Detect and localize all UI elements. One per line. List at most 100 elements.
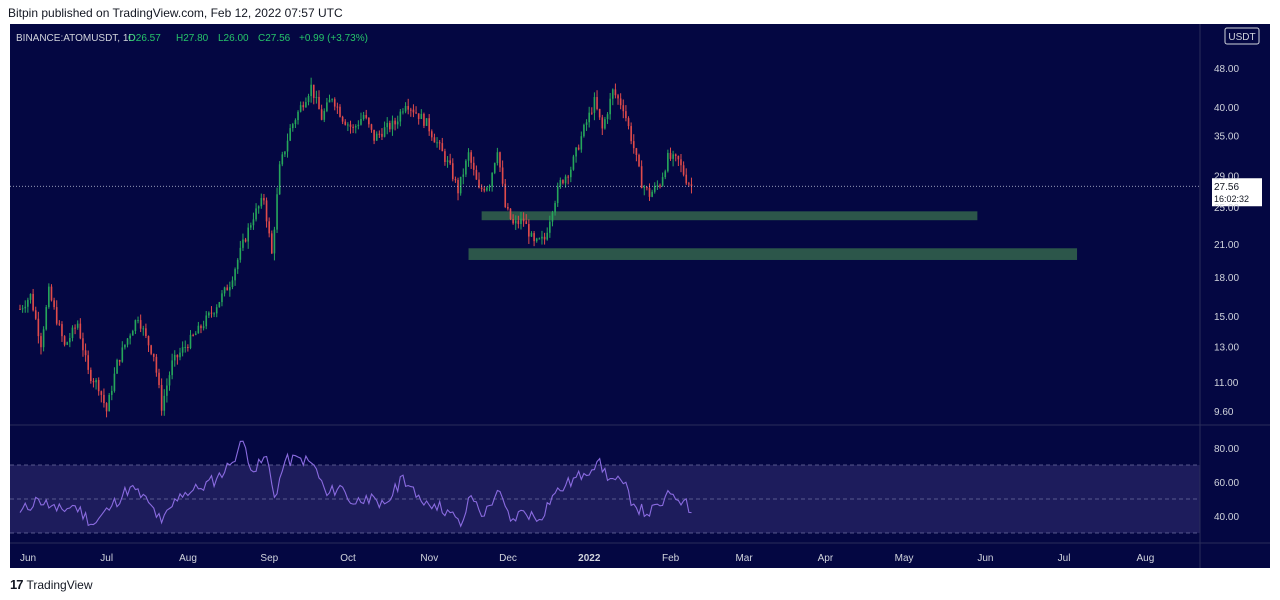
candle [32, 288, 34, 312]
candle [417, 113, 420, 125]
candle [278, 161, 281, 195]
time-tick-label: Oct [340, 553, 356, 564]
candle-body [541, 236, 543, 239]
candle [223, 286, 226, 297]
candle [291, 122, 294, 132]
candle-body [630, 126, 632, 142]
candle [90, 367, 92, 384]
candle-body [297, 111, 299, 121]
candle [543, 232, 546, 245]
candle [189, 330, 192, 350]
candle-body [336, 106, 339, 108]
candle [368, 117, 370, 128]
candle-body [483, 189, 486, 191]
candle-body [459, 176, 462, 194]
candle-body [410, 109, 412, 111]
price-tick-label: 13.00 [1214, 342, 1239, 353]
candle [517, 215, 520, 229]
candle [105, 402, 108, 418]
rsi-line [19, 440, 692, 528]
candle [45, 304, 48, 331]
candle-body [339, 106, 341, 117]
candle [55, 300, 58, 326]
candle-body [134, 320, 137, 332]
candle-body [493, 162, 496, 173]
candle-body [617, 95, 619, 99]
candle-body [341, 116, 344, 122]
candle-body [688, 183, 690, 185]
candle-body [231, 280, 234, 288]
candle [538, 237, 541, 240]
candle-body [590, 112, 593, 114]
candle-body [520, 218, 522, 225]
candle [50, 284, 53, 302]
candle-body [533, 233, 535, 242]
candle-body [145, 328, 147, 337]
candle [604, 116, 606, 130]
candle-body [394, 120, 396, 125]
candle-body [386, 122, 389, 128]
candle-body [619, 98, 622, 106]
candle [596, 90, 598, 111]
candle-body [158, 372, 160, 386]
time-tick-label: Jul [100, 553, 113, 564]
candle [294, 118, 297, 129]
candle [87, 350, 90, 375]
candle-body [378, 133, 381, 135]
candle-body [370, 124, 373, 130]
candle [585, 119, 588, 131]
candle [53, 297, 55, 310]
price-tick-label: 35.00 [1214, 131, 1239, 142]
candle [378, 130, 381, 139]
candle-body [674, 154, 677, 156]
candle-body [82, 338, 84, 351]
candle-body [528, 224, 530, 237]
candle-body [202, 326, 205, 329]
candle [323, 108, 326, 123]
chart-container[interactable]: 27.56 16:02:32 48.00 40.00 35.00 29.00 25.00 21… [10, 24, 1270, 568]
legend-open: O26.57 [128, 33, 161, 44]
candle [79, 318, 82, 340]
candle [357, 120, 360, 130]
candle-body [672, 154, 674, 159]
candle [194, 331, 197, 336]
support-zone-2[interactable] [468, 248, 1078, 260]
candle [588, 106, 590, 128]
candle [467, 148, 470, 167]
candle-body [496, 152, 499, 163]
candle-body [323, 111, 326, 120]
candle [124, 344, 126, 350]
candle-body [690, 184, 693, 187]
currency-badge[interactable]: USDT [1224, 27, 1260, 45]
candle [61, 321, 63, 342]
candle [152, 353, 155, 362]
candle [362, 111, 365, 121]
candle [475, 165, 478, 180]
candle [66, 341, 69, 346]
candle [402, 108, 404, 115]
candle-body [124, 344, 126, 348]
candle [507, 203, 509, 211]
candle [312, 84, 315, 105]
candle-body [357, 124, 360, 127]
candle-body [55, 307, 58, 324]
candle-body [103, 394, 105, 404]
candle [239, 240, 242, 263]
candle [347, 122, 349, 132]
candle-body [360, 119, 362, 125]
candle [428, 114, 430, 136]
candle [171, 353, 173, 380]
candle [213, 312, 215, 318]
candle [328, 94, 331, 103]
candle-body [664, 171, 667, 178]
legend-high: H27.80 [176, 33, 209, 44]
candle-body [601, 117, 604, 129]
candle [24, 300, 27, 313]
support-zone-1[interactable] [481, 211, 978, 221]
candle-body [556, 186, 559, 204]
candle [29, 293, 32, 304]
candle-body [399, 111, 402, 122]
candle [95, 378, 97, 390]
candle [260, 193, 263, 209]
